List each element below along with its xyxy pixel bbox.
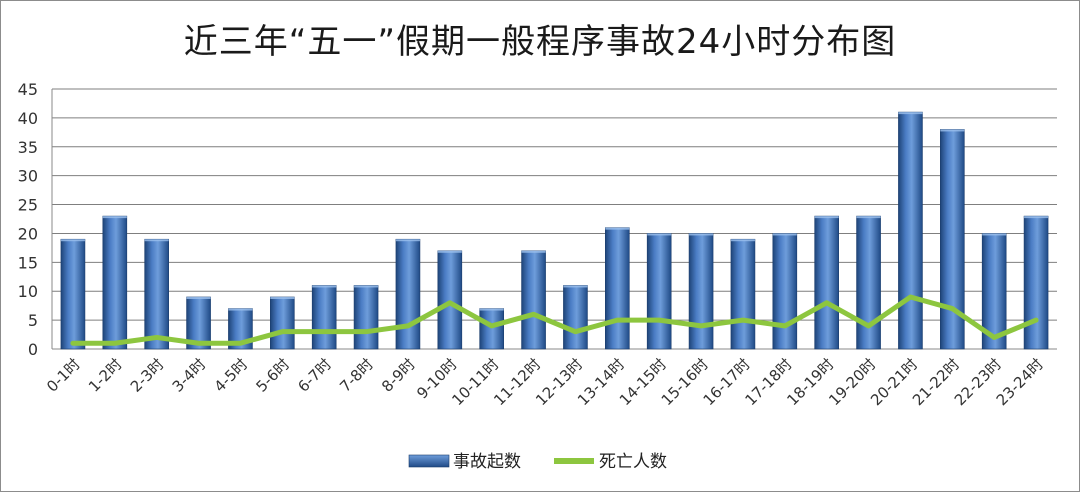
- bar: [311, 285, 337, 350]
- bar: [1023, 215, 1049, 350]
- y-tick-label: 15: [18, 253, 38, 272]
- bar: [605, 227, 630, 350]
- legend: 事故起数 死亡人数: [408, 452, 667, 472]
- y-tick-label: 40: [18, 109, 38, 128]
- x-tick-label: 0-1时: [43, 355, 84, 396]
- bar-highlight: [982, 233, 1007, 236]
- bar-highlight: [312, 285, 337, 288]
- bar-highlight: [270, 297, 295, 299]
- bar-highlight: [228, 308, 253, 311]
- bar-highlight: [563, 285, 588, 288]
- bar-highlight: [689, 233, 714, 236]
- bar: [772, 233, 798, 350]
- bar-highlight: [730, 239, 755, 242]
- x-tick-label: 23-24时: [993, 355, 1047, 409]
- bar-highlight: [605, 227, 630, 230]
- x-tick-label: 4-5时: [211, 355, 252, 396]
- x-tick-label: 1-2时: [85, 355, 126, 396]
- bar: [353, 285, 379, 350]
- grid-lines: [51, 88, 1057, 350]
- bar: [856, 215, 881, 350]
- bar-highlight: [479, 308, 504, 311]
- bar-highlight: [772, 233, 797, 236]
- y-axis-ticks: 0 5 10 15 20 25 30 35 40 45: [18, 80, 38, 359]
- y-tick-label: 30: [18, 167, 38, 186]
- y-tick-label: 45: [18, 80, 38, 99]
- bar-highlight: [521, 250, 546, 253]
- x-tick-label: 7-8时: [336, 355, 377, 396]
- bar-highlight: [60, 239, 85, 242]
- bar-highlight: [898, 112, 923, 115]
- y-tick-label: 20: [18, 224, 38, 243]
- bar: [521, 250, 546, 350]
- bar: [730, 238, 756, 350]
- bar-series: [60, 111, 1049, 350]
- x-tick-label: 5-6时: [252, 355, 293, 396]
- y-tick-label: 0: [28, 340, 38, 359]
- chart-title: 近三年“五一”假期一般程序事故24小时分布图: [183, 22, 897, 62]
- bar-highlight: [102, 216, 127, 219]
- bar: [688, 233, 714, 350]
- bar-highlight: [186, 297, 211, 299]
- x-axis-ticks: 0-1时 1-2时 2-3时 3-4时 4-5时 5-6时 6-7时 7-8时 8-9时9-10…: [43, 355, 1047, 409]
- x-tick-label: 6-7时: [294, 355, 335, 396]
- line-series: [70, 294, 1039, 346]
- bar: [479, 308, 504, 350]
- y-tick-label: 10: [18, 282, 38, 301]
- bar-highlight: [814, 216, 839, 219]
- legend-swatch-bars: [408, 454, 450, 468]
- line-path: [70, 294, 1039, 346]
- bar-highlight: [144, 239, 169, 242]
- bar: [395, 238, 421, 350]
- bar: [60, 238, 86, 350]
- bar: [144, 238, 169, 350]
- y-tick-label: 5: [28, 311, 38, 330]
- legend-label-bars: 事故起数: [453, 452, 521, 472]
- bar-highlight: [437, 250, 462, 253]
- x-tick-label: 2-3时: [127, 355, 168, 396]
- bar-highlight: [940, 129, 965, 132]
- bar: [102, 215, 128, 350]
- bar-highlight: [1024, 216, 1049, 219]
- bar: [270, 296, 295, 350]
- y-tick-label: 25: [18, 196, 38, 215]
- x-tick-label: 3-4时: [169, 355, 210, 396]
- bar: [646, 233, 672, 350]
- bar-highlight: [647, 233, 672, 236]
- bar: [563, 285, 588, 350]
- y-tick-label: 35: [18, 138, 38, 157]
- legend-label-line: 死亡人数: [599, 452, 667, 472]
- bar: [898, 111, 923, 350]
- bar-highlight: [395, 239, 420, 242]
- bar-highlight: [856, 216, 881, 219]
- bar: [437, 250, 463, 350]
- bar-highlight: [354, 285, 379, 288]
- bar: [814, 215, 839, 350]
- bar: [186, 296, 211, 350]
